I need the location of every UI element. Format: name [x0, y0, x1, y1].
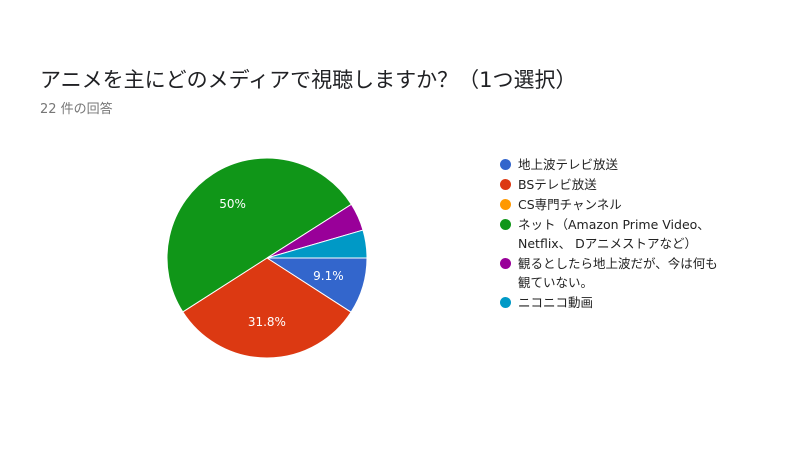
legend-swatch-0	[500, 159, 511, 170]
legend-swatch-4	[500, 258, 511, 269]
legend-item-0[interactable]: 地上波テレビ放送	[500, 155, 770, 174]
chart-legend: 地上波テレビ放送 BSテレビ放送 CS専門チャンネルネット（Amazon Prime…	[500, 155, 770, 313]
slice-label-1: 31.8%	[248, 315, 286, 329]
legend-label-2: CS専門チャンネル	[518, 197, 622, 212]
legend-label-5: ニコニコ動画	[518, 295, 594, 310]
legend-swatch-1	[500, 179, 511, 190]
legend-item-1[interactable]: BSテレビ放送	[500, 175, 770, 194]
legend-item-4[interactable]: 観るとしたら地上波だが、今は何も 観ていない。	[500, 254, 770, 292]
slice-label-3: 50%	[219, 197, 246, 211]
legend-item-2[interactable]: CS専門チャンネル	[500, 195, 770, 214]
legend-label-0: 地上波テレビ放送	[518, 157, 619, 172]
legend-label-1: BSテレビ放送	[518, 177, 597, 192]
legend-swatch-3	[500, 219, 511, 230]
response-count: 22 件の回答	[40, 102, 113, 117]
pie-slice-5[interactable]	[266, 229, 368, 259]
chart-title: アニメを主にどのメディアで視聴しますか？（1つ選択）	[40, 68, 577, 92]
pie-slice-3[interactable]	[166, 157, 353, 313]
legend-item-3[interactable]: ネット（Amazon Prime Video、 Netflix、 Dアニメストア…	[500, 215, 770, 253]
legend-item-5[interactable]: ニコニコ動画	[500, 293, 770, 312]
pie-slice-1[interactable]	[182, 257, 352, 359]
legend-swatch-5	[500, 297, 511, 308]
legend-swatch-2	[500, 199, 511, 210]
legend-label-3: ネット（Amazon Prime Video、 Netflix、 Dアニメストア…	[518, 217, 710, 251]
legend-label-4: 観るとしたら地上波だが、今は何も 観ていない。	[518, 256, 718, 290]
slice-label-0: 9.1%	[313, 269, 344, 283]
